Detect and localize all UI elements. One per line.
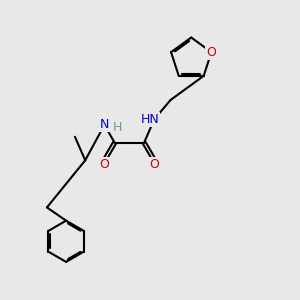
Text: O: O: [99, 158, 109, 171]
Text: N: N: [100, 118, 109, 131]
Text: H: H: [113, 122, 122, 134]
Text: O: O: [149, 158, 159, 171]
Text: O: O: [206, 46, 216, 59]
Text: HN: HN: [141, 112, 159, 126]
